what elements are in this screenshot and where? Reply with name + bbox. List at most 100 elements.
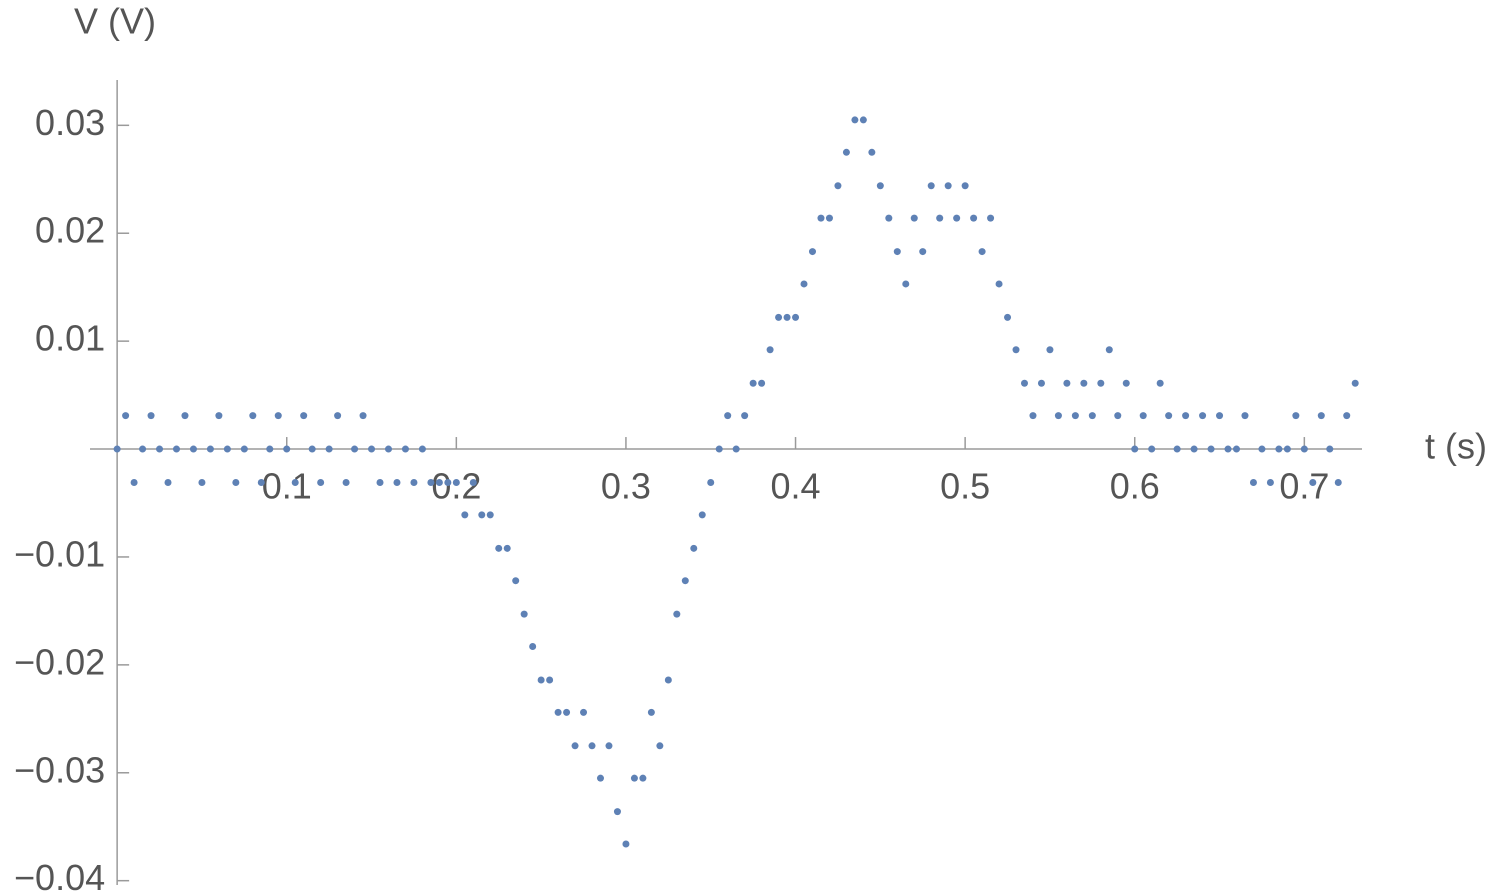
point	[1326, 445, 1334, 453]
point	[1037, 379, 1045, 387]
point	[401, 445, 409, 453]
point	[1224, 445, 1232, 453]
point	[656, 742, 664, 750]
x-tick-label: 0.4	[771, 466, 821, 507]
point	[1266, 479, 1274, 486]
point	[1148, 445, 1156, 453]
point	[172, 445, 180, 453]
point	[181, 412, 189, 420]
point	[571, 742, 579, 750]
point	[613, 808, 621, 816]
point	[834, 182, 842, 190]
point	[792, 313, 800, 321]
point	[1080, 379, 1088, 387]
point	[961, 182, 969, 190]
point	[1071, 412, 1079, 420]
point	[240, 445, 248, 453]
point	[1283, 445, 1291, 453]
point	[1309, 479, 1317, 486]
point	[1207, 445, 1215, 453]
point	[1131, 445, 1139, 453]
point	[537, 676, 545, 684]
point	[859, 116, 867, 124]
point	[775, 313, 783, 321]
point	[1114, 412, 1122, 420]
point	[122, 412, 130, 420]
point	[223, 445, 231, 453]
y-tick-label: 0.02	[35, 210, 105, 251]
point	[130, 479, 138, 486]
point	[1088, 412, 1096, 420]
point	[546, 676, 554, 684]
point	[291, 479, 299, 486]
point	[724, 412, 732, 420]
point	[1097, 379, 1105, 387]
point	[427, 479, 435, 486]
x-tick-label: 0.1	[262, 466, 312, 507]
point	[970, 214, 978, 222]
point	[664, 676, 672, 684]
point	[452, 479, 460, 486]
point	[376, 479, 384, 486]
point	[418, 445, 426, 453]
point	[139, 445, 147, 453]
point	[384, 445, 392, 453]
point	[1046, 346, 1054, 354]
y-tick-label: 0.01	[35, 318, 105, 359]
point	[580, 708, 588, 716]
point	[486, 511, 494, 519]
point	[1173, 445, 1181, 453]
point	[435, 479, 443, 486]
point	[1334, 479, 1342, 486]
point	[1190, 445, 1198, 453]
point	[283, 445, 291, 453]
point	[1317, 412, 1325, 420]
point	[257, 479, 265, 486]
point	[325, 445, 333, 453]
point	[503, 544, 511, 552]
point	[1199, 412, 1207, 420]
point	[1351, 379, 1359, 387]
point	[919, 248, 927, 256]
point	[206, 445, 214, 453]
point	[876, 182, 884, 190]
point	[359, 412, 367, 420]
point	[817, 214, 825, 222]
point	[1300, 445, 1308, 453]
point	[732, 445, 740, 453]
point	[495, 544, 503, 552]
point	[749, 379, 757, 387]
point	[444, 479, 452, 486]
point	[300, 412, 308, 420]
point	[783, 313, 791, 321]
point	[1216, 412, 1224, 420]
point	[851, 116, 859, 124]
point	[156, 445, 164, 453]
point	[588, 742, 596, 750]
point	[334, 412, 342, 420]
point	[308, 445, 316, 453]
point	[563, 708, 571, 716]
point	[944, 182, 952, 190]
point	[478, 511, 486, 519]
point	[215, 412, 223, 420]
y-tick-label: −0.04	[14, 857, 105, 896]
point	[249, 412, 257, 420]
point	[554, 708, 562, 716]
point	[1249, 479, 1257, 486]
point	[622, 840, 630, 848]
point	[198, 479, 206, 486]
point	[342, 479, 350, 486]
x-tick-label: 0.7	[1279, 466, 1329, 507]
x-axis-label: t (s)	[1425, 426, 1487, 467]
x-tick-label: 0.2	[431, 466, 481, 507]
point	[147, 412, 155, 420]
x-tick-label: 0.6	[1110, 466, 1160, 507]
point	[995, 280, 1003, 288]
point	[393, 479, 401, 486]
point	[317, 479, 325, 486]
point	[1105, 346, 1113, 354]
x-tick-label: 0.5	[940, 466, 990, 507]
point	[1258, 445, 1266, 453]
